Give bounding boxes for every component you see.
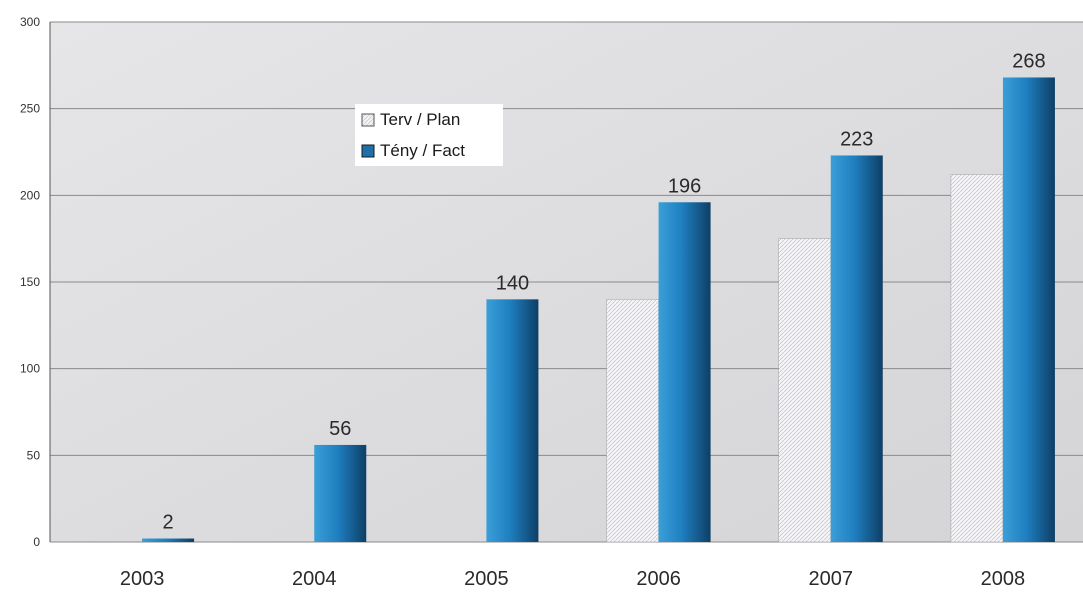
y-axis-ticks: 0 50 100 150 200 250 300 [20, 15, 50, 549]
data-label-2005: 140 [496, 272, 529, 294]
legend-swatch-fact [362, 145, 374, 157]
legend-label-plan: Terv / Plan [380, 110, 460, 129]
y-tick-label: 50 [27, 448, 41, 462]
data-label-2004: 56 [329, 418, 351, 440]
bar-plan-2007 [779, 239, 831, 542]
bar-plan-2006 [607, 299, 659, 542]
x-tick-label-2004: 2004 [292, 568, 337, 590]
bar-fact-2006 [659, 202, 711, 542]
y-tick-label: 300 [20, 15, 40, 29]
bar-fact-2007 [831, 155, 883, 542]
bar-fact-2004 [314, 445, 366, 542]
data-label-2003: 2 [163, 512, 174, 534]
legend-label-fact: Tény / Fact [380, 141, 465, 160]
y-tick-label: 0 [33, 535, 40, 549]
data-label-2007: 223 [840, 128, 873, 150]
data-label-2008: 268 [1012, 50, 1045, 72]
y-tick-label: 200 [20, 188, 40, 202]
bar-fact-2008 [1003, 77, 1055, 542]
y-tick-label: 150 [20, 275, 40, 289]
x-tick-label-2003: 2003 [120, 568, 165, 590]
x-axis-labels: 2003 2004 2005 2006 2007 2008 [120, 568, 1025, 590]
data-label-2006: 196 [668, 175, 701, 197]
x-tick-label-2007: 2007 [809, 568, 854, 590]
x-tick-label-2005: 2005 [464, 568, 509, 590]
legend: Terv / Plan Tény / Fact [355, 104, 503, 166]
bar-fact-2003 [142, 539, 194, 542]
y-tick-label: 100 [20, 362, 40, 376]
bar-plan-2008 [951, 175, 1003, 542]
x-tick-label-2006: 2006 [636, 568, 681, 590]
x-tick-label-2008: 2008 [981, 568, 1026, 590]
legend-swatch-plan [362, 114, 374, 126]
bar-fact-2005 [486, 299, 538, 542]
y-tick-label: 250 [20, 102, 40, 116]
